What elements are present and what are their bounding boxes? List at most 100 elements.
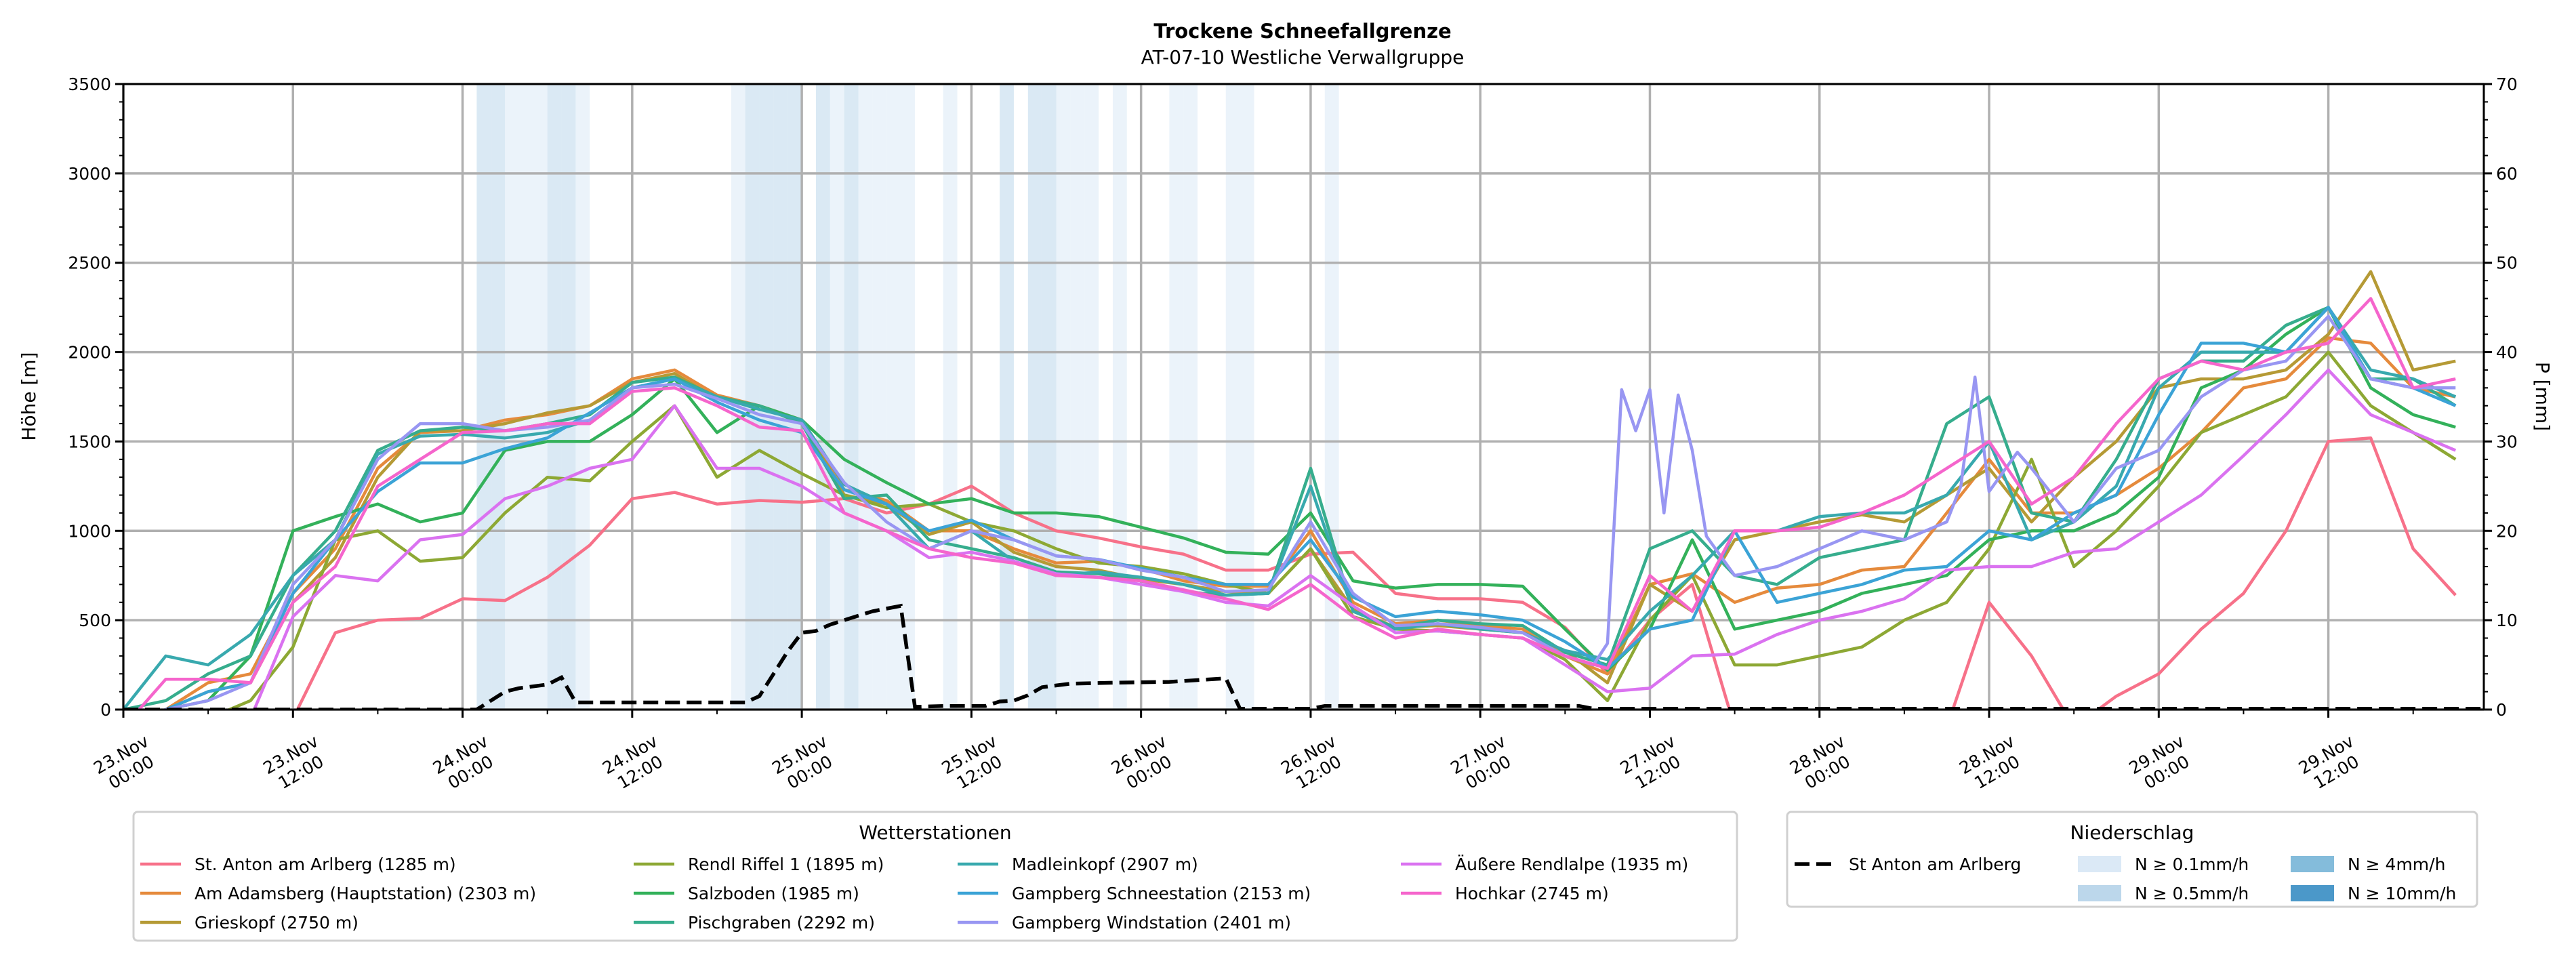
precip-band [759,84,774,710]
precip-band [561,84,576,710]
legend-title: Niederschlag [2070,821,2194,844]
precip-band [1027,84,1042,710]
y2-tick-label: 70 [2496,75,2518,94]
legend-label: Grieskopf (2750 m) [195,913,359,933]
precip-band [788,84,802,710]
series-line-10 [137,297,2456,710]
series-group [123,270,2484,710]
legend-patch [2291,885,2334,901]
precip-band [858,84,873,710]
chart-title: Trockene Schneefallgrenze [1153,20,1451,43]
legend-box [1786,811,2478,908]
y-tick-label: 2000 [68,343,111,363]
precip-band [547,84,562,710]
legend-item: Salzboden (1985 m) [634,884,859,903]
legend-item: St. Anton am Arlberg (1285 m) [140,855,456,874]
y2-tick-label: 0 [2496,700,2507,720]
series-line-6 [123,306,2457,710]
legend-label: N ≥ 4mm/h [2348,855,2445,874]
series-line-7 [161,306,2457,710]
legend-item: Madleinkopf (2907 m) [958,855,1198,874]
y-tick-label: 2500 [68,253,111,273]
y-tick-label: 3500 [68,75,111,94]
chart-subtitle: AT-07-10 Westliche Verwallgruppe [1141,46,1465,68]
precip-band [872,84,887,710]
precip-band [1169,84,1184,710]
precip-band [1324,84,1339,710]
plot-frame [122,83,2485,711]
precip-band [844,84,859,710]
precip-band [815,84,830,710]
legend-item: Gampberg Windstation (2401 m) [958,913,1291,933]
legend-stations: Wetterstationen St. Anton am Arlberg (128… [132,811,1738,942]
precip-band [943,84,958,710]
legend-title: Wetterstationen [859,821,1011,844]
precip-band [1042,84,1057,710]
precip-band [1183,84,1198,710]
legend-label: N ≥ 0.1mm/h [2135,855,2249,874]
precip-band [1084,84,1099,710]
precip-band [901,84,915,710]
precip-band [830,84,844,710]
series-line-4 [161,306,2456,710]
legend-label: Salzboden (1985 m) [688,884,859,903]
precip-band [1070,84,1085,710]
precip-band [505,84,519,710]
y2-tick-label: 20 [2496,521,2518,541]
y2-tick-label: 40 [2496,343,2518,363]
legend-label: Madleinkopf (2907 m) [1012,855,1198,874]
legend-item: Äußere Rendlalpe (1935 m) [1401,855,1688,874]
legend-label: Hochkar (2745 m) [1455,884,1609,903]
legend-label: Pischgraben (2292 m) [688,913,875,933]
precip-band [1112,84,1127,710]
precip-band [1225,84,1240,710]
legend-label: Gampberg Schneestation (2153 m) [1012,884,1311,903]
precip-band [476,84,491,710]
y2-axis-label: P [mm] [2531,362,2554,431]
series-line-5 [123,306,2457,710]
legend-label: Rendl Riffel 1 (1895 m) [688,855,884,874]
precip-band [731,84,745,710]
y2-tick-label: 10 [2496,611,2518,630]
y2-tick-label: 60 [2496,164,2518,184]
y-tick-label: 1000 [68,521,111,541]
legend-box [132,811,1738,942]
precip-band [575,84,590,710]
legend-label: Am Adamsberg (Hauptstation) (2303 m) [195,884,536,903]
series-line-8 [161,314,2456,710]
legend-item: Rendl Riffel 1 (1895 m) [634,855,884,874]
legend-item: Am Adamsberg (Hauptstation) (2303 m) [140,884,536,903]
precip-band [533,84,548,710]
legend-item: Pischgraben (2292 m) [634,913,875,933]
precip-band [1056,84,1071,710]
legend-label: Äußere Rendlalpe (1935 m) [1455,855,1688,874]
precip-cumulative-line [123,603,2484,710]
y2-tick-label: 50 [2496,253,2518,273]
precip-band [773,84,788,710]
legend-patch [2078,885,2121,901]
plot-area: 0 500 1000 1500 2000 2500 3000 3500 0 10 20 30 40 50 6… [68,75,2518,793]
series-line-3 [225,350,2457,710]
precip-band [886,84,901,710]
precip-band [491,84,506,710]
y-tick-label: 3000 [68,164,111,184]
legend-label: St. Anton am Arlberg (1285 m) [195,855,456,874]
y-tick-label: 0 [100,700,111,720]
legend-label: N ≥ 0.5mm/h [2135,884,2249,903]
legend-label: St Anton am Arlberg [1849,855,2021,874]
legend-item: Grieskopf (2750 m) [140,913,359,933]
series-line-9 [252,368,2457,710]
precip-band [745,84,760,710]
precip-band [1240,84,1254,710]
y-axis-label: Höhe [m] [18,352,40,441]
